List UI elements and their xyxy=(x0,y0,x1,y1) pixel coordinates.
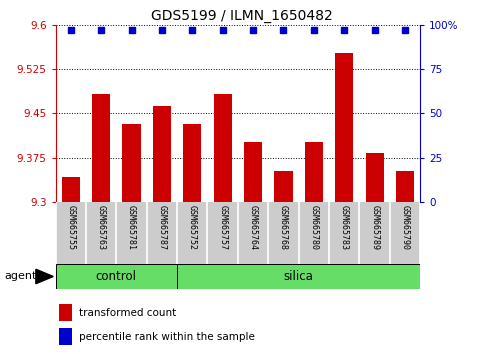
Text: GSM665768: GSM665768 xyxy=(279,205,288,250)
Bar xyxy=(213,95,232,202)
Bar xyxy=(335,53,354,202)
Text: GSM665787: GSM665787 xyxy=(157,205,167,250)
Text: transformed count: transformed count xyxy=(79,308,176,318)
Text: silica: silica xyxy=(284,270,313,283)
Bar xyxy=(59,328,72,345)
Text: GSM665752: GSM665752 xyxy=(188,205,197,250)
Bar xyxy=(396,171,414,202)
Text: GSM665757: GSM665757 xyxy=(218,205,227,250)
Text: GSM665780: GSM665780 xyxy=(309,205,318,250)
Text: control: control xyxy=(96,270,137,283)
Text: percentile rank within the sample: percentile rank within the sample xyxy=(79,332,255,342)
Polygon shape xyxy=(36,269,53,284)
Text: GDS5199 / ILMN_1650482: GDS5199 / ILMN_1650482 xyxy=(151,9,332,23)
Bar xyxy=(177,264,420,289)
Bar xyxy=(153,106,171,202)
Bar xyxy=(274,171,293,202)
Text: GSM665783: GSM665783 xyxy=(340,205,349,250)
Bar xyxy=(122,124,141,202)
Bar xyxy=(62,177,80,202)
Bar xyxy=(366,153,384,202)
Bar xyxy=(59,304,72,321)
Text: GSM665763: GSM665763 xyxy=(97,205,106,250)
Bar xyxy=(92,95,110,202)
Text: GSM665755: GSM665755 xyxy=(66,205,75,250)
Text: agent: agent xyxy=(5,272,37,281)
Bar xyxy=(183,124,201,202)
Bar xyxy=(56,264,177,289)
Text: GSM665781: GSM665781 xyxy=(127,205,136,250)
Bar xyxy=(244,142,262,202)
Text: GSM665790: GSM665790 xyxy=(400,205,410,250)
Bar xyxy=(305,142,323,202)
Text: GSM665789: GSM665789 xyxy=(370,205,379,250)
Text: GSM665764: GSM665764 xyxy=(249,205,257,250)
